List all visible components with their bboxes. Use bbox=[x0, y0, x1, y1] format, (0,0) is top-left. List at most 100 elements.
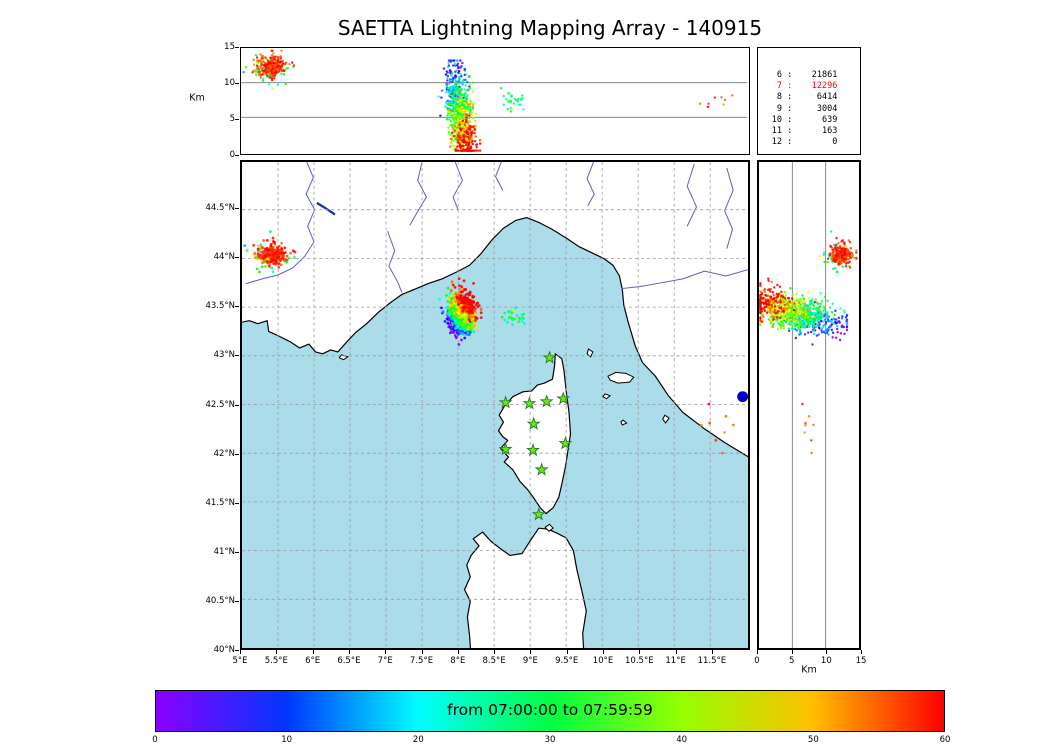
lightning-source bbox=[795, 302, 798, 306]
alt-tick-label: 10 bbox=[224, 78, 235, 88]
lightning-source bbox=[836, 270, 839, 274]
lightning-source bbox=[464, 78, 467, 82]
axis-tick bbox=[235, 453, 239, 455]
lightning-source bbox=[465, 132, 469, 135]
lightning-source bbox=[472, 116, 475, 120]
lightning-source bbox=[841, 265, 844, 268]
lightning-source bbox=[462, 149, 466, 152]
lightning-source bbox=[841, 315, 844, 318]
lma-station-star bbox=[556, 391, 571, 405]
lightning-source bbox=[821, 325, 825, 329]
island bbox=[607, 371, 635, 384]
lma-station-star bbox=[498, 395, 513, 409]
alt-tick-label: 0 bbox=[754, 656, 760, 666]
colorbar-tick-label: 0 bbox=[152, 735, 158, 745]
lightning-source bbox=[251, 71, 254, 74]
lightning-source bbox=[720, 96, 723, 99]
lightning-source bbox=[759, 311, 762, 315]
lightning-source bbox=[842, 257, 846, 261]
lightning-source bbox=[473, 140, 477, 143]
lightning-source bbox=[465, 120, 468, 123]
lightning-source bbox=[279, 55, 282, 58]
lightning-source bbox=[801, 402, 804, 406]
lightning-source bbox=[463, 124, 467, 127]
lightning-source bbox=[456, 88, 460, 91]
lightning-source bbox=[446, 286, 450, 290]
lightning-source bbox=[731, 423, 735, 427]
lightning-source bbox=[837, 262, 841, 265]
lightning-source bbox=[459, 146, 462, 150]
lightning-source bbox=[812, 308, 816, 311]
lightning-source bbox=[723, 98, 727, 102]
geographic-map-plot bbox=[242, 162, 748, 648]
lightning-source bbox=[780, 306, 783, 309]
lightning-source bbox=[440, 89, 444, 92]
lightning-source bbox=[474, 119, 477, 123]
lightning-source bbox=[457, 284, 461, 287]
lightning-source bbox=[838, 246, 842, 250]
lightning-source bbox=[455, 97, 458, 101]
lightning-source bbox=[449, 79, 453, 82]
lightning-source bbox=[254, 53, 258, 57]
lightning-source bbox=[761, 307, 765, 311]
lightning-source bbox=[823, 295, 827, 299]
lightning-source bbox=[795, 323, 799, 327]
lightning-source bbox=[776, 310, 779, 313]
lightning-source bbox=[256, 247, 260, 251]
lightning-source bbox=[815, 301, 819, 304]
lightning-source bbox=[475, 316, 479, 320]
lightning-source bbox=[454, 75, 458, 78]
lightning-source bbox=[277, 255, 281, 259]
lightning-source bbox=[444, 73, 448, 76]
lightning-source bbox=[243, 244, 247, 248]
lightning-source bbox=[275, 256, 278, 260]
lightning-source bbox=[840, 255, 844, 259]
lightning-source bbox=[273, 74, 277, 77]
lightning-source bbox=[830, 328, 833, 332]
colorbar-tick-label: 20 bbox=[412, 735, 424, 745]
lightning-source bbox=[513, 317, 517, 321]
lightning-source bbox=[852, 256, 856, 260]
lightning-source bbox=[772, 286, 776, 289]
lightning-source bbox=[794, 324, 797, 327]
lightning-source bbox=[808, 306, 812, 310]
lightning-source bbox=[845, 262, 848, 265]
lightning-source bbox=[776, 283, 779, 287]
lightning-source bbox=[285, 254, 289, 258]
lightning-source bbox=[841, 247, 844, 251]
lightning-source bbox=[807, 297, 810, 300]
lightning-source bbox=[759, 321, 762, 325]
lightning-source bbox=[446, 79, 449, 82]
lightning-source bbox=[801, 320, 804, 323]
altitude-vs-latitude-panel bbox=[757, 160, 861, 650]
lightning-source bbox=[822, 320, 825, 323]
lightning-source bbox=[841, 250, 844, 254]
lightning-source bbox=[472, 282, 475, 285]
lightning-source bbox=[769, 297, 772, 301]
lightning-source bbox=[519, 103, 523, 106]
lightning-source bbox=[836, 246, 839, 250]
lightning-source bbox=[271, 64, 274, 68]
stats-count: 0 bbox=[832, 137, 838, 148]
axis-tick bbox=[385, 650, 387, 654]
lightning-source bbox=[840, 258, 844, 262]
lon-tick-label: 8.5°E bbox=[482, 656, 506, 666]
lightning-source bbox=[279, 57, 283, 60]
lightning-source bbox=[707, 402, 711, 406]
lightning-source bbox=[851, 254, 854, 257]
lightning-source bbox=[803, 302, 807, 305]
lightning-source bbox=[823, 260, 826, 264]
lightning-source bbox=[760, 310, 763, 313]
lon-tick-label: 9.5°E bbox=[555, 656, 579, 666]
lightning-source bbox=[471, 295, 475, 299]
lightning-source bbox=[270, 75, 274, 78]
lightning-source bbox=[260, 63, 263, 66]
lightning-source bbox=[268, 230, 272, 234]
stats-row-level-12: 12 : 0 bbox=[768, 137, 860, 148]
lightning-source bbox=[790, 301, 794, 305]
lightning-source bbox=[453, 129, 457, 133]
lightning-source bbox=[462, 320, 466, 323]
lightning-source bbox=[802, 297, 806, 300]
lightning-source bbox=[780, 294, 783, 298]
lightning-source bbox=[521, 317, 525, 320]
